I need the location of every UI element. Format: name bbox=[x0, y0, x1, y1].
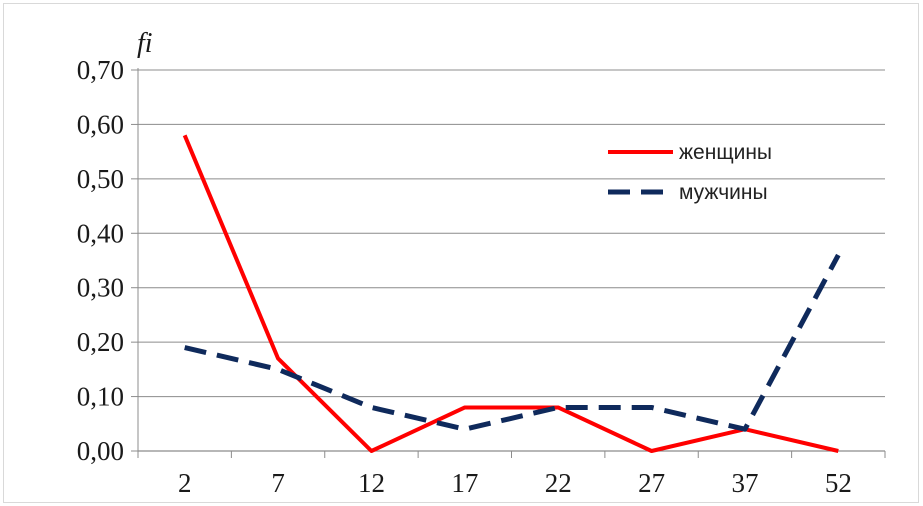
x-tick-label: 7 bbox=[271, 468, 285, 498]
y-axis-label: fi bbox=[137, 28, 153, 59]
x-tick-label: 17 bbox=[451, 468, 478, 498]
legend-label: мужчины bbox=[679, 181, 768, 204]
y-tick-label: 0,10 bbox=[77, 382, 124, 412]
series-lines bbox=[182, 134, 841, 453]
y-tick-label: 0,00 bbox=[77, 436, 124, 466]
y-tick-label: 0,50 bbox=[77, 164, 124, 194]
x-tick-label: 27 bbox=[638, 468, 665, 498]
x-tick-label: 52 bbox=[825, 468, 852, 498]
gridlines bbox=[138, 69, 885, 398]
series-line-men bbox=[184, 253, 841, 432]
x-tick-label: 2 bbox=[178, 468, 192, 498]
axes bbox=[131, 68, 886, 458]
y-tick-labels: 0,00 0,10 0,20 0,30 0,40 0,50 0,60 0,70 bbox=[77, 55, 124, 466]
y-tick-label: 0,30 bbox=[77, 273, 124, 303]
x-tick-label: 37 bbox=[731, 468, 758, 498]
chart-frame bbox=[3, 3, 919, 503]
legend: женщины мужчины bbox=[608, 141, 772, 204]
y-tick-label: 0,40 bbox=[77, 218, 124, 248]
x-tick-label: 12 bbox=[358, 468, 385, 498]
legend-label: женщины bbox=[679, 141, 772, 164]
y-tick-label: 0,60 bbox=[77, 109, 124, 139]
x-tick-labels: 2 7 12 17 22 27 37 52 bbox=[178, 468, 852, 498]
y-tick-label: 0,20 bbox=[77, 327, 124, 357]
y-tick-label: 0,70 bbox=[77, 55, 124, 85]
x-tick-label: 22 bbox=[545, 468, 572, 498]
